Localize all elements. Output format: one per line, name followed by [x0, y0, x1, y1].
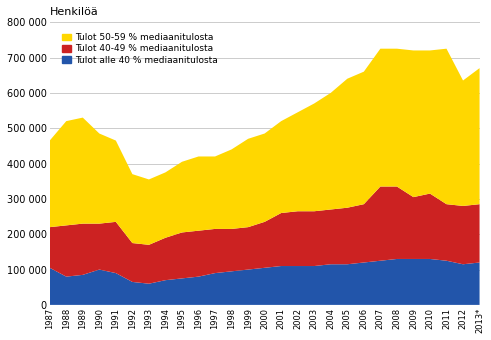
Text: Henkilöä: Henkilöä [50, 6, 99, 17]
Legend: Tulot 50-59 % mediaanitulosta, Tulot 40-49 % mediaanitulosta, Tulot alle 40 % me: Tulot 50-59 % mediaanitulosta, Tulot 40-… [58, 30, 221, 68]
